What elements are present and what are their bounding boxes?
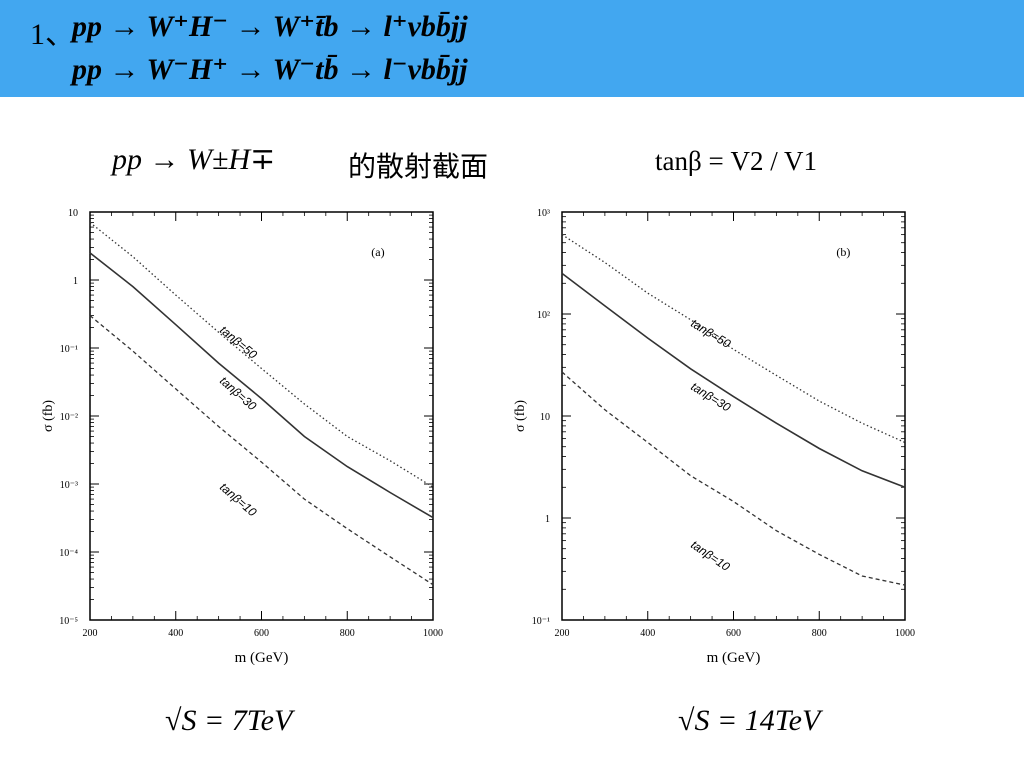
process-formula: pp → W±H∓ bbox=[112, 143, 276, 176]
x-axis-label: m (GeV) bbox=[235, 650, 289, 666]
series-line-tan10 bbox=[561, 371, 906, 586]
series-line-tan50 bbox=[561, 234, 906, 444]
series-label: tanβ=10 bbox=[688, 538, 732, 574]
y-tick-label: 10⁻² bbox=[60, 412, 78, 423]
energy-left: √S = 7TeV bbox=[165, 704, 292, 738]
x-tick-label: 400 bbox=[640, 628, 655, 639]
y-tick-label: 1 bbox=[545, 514, 550, 525]
y-tick-label: 10 bbox=[540, 412, 550, 423]
series-line-tan30 bbox=[89, 252, 434, 519]
x-tick-label: 600 bbox=[254, 628, 269, 639]
energy-left-text: √S = 7TeV bbox=[165, 704, 293, 737]
item-number: 1、 bbox=[30, 18, 75, 51]
x-axis-label: m (GeV) bbox=[707, 650, 761, 666]
cross-section-caption: 的散射截面 bbox=[348, 150, 489, 183]
y-tick-label: 10⁻³ bbox=[60, 480, 78, 491]
energy-right: √S = 14TeV bbox=[678, 704, 820, 738]
y-axis-label: σ (fb) bbox=[513, 400, 528, 432]
tan-beta-definition: tanβ = V2 / V1 bbox=[655, 146, 817, 177]
y-tick-label: 10 bbox=[68, 208, 78, 219]
series-label: tanβ=10 bbox=[217, 480, 260, 519]
series-line-tan50 bbox=[89, 221, 434, 488]
y-tick-label: 10⁻⁴ bbox=[59, 548, 78, 559]
process-line-2-text: pp → W⁻H⁺ → W⁻tb̄ → l⁻νbb̄jj bbox=[72, 53, 468, 86]
y-tick-label: 10⁻¹ bbox=[60, 344, 78, 355]
y-tick-label: 10² bbox=[537, 310, 550, 321]
x-tick-label: 200 bbox=[555, 628, 570, 639]
series-label: tanβ=50 bbox=[217, 323, 260, 362]
plot-a: 10 1 10⁻¹ 10⁻² 10⁻³ 10⁻⁴ 10⁻⁵ 200 400 600 800 1000 m… bbox=[36, 200, 446, 670]
series-label: tanβ=50 bbox=[688, 316, 733, 351]
x-tick-label: 1000 bbox=[895, 628, 915, 639]
tan-beta-text: tanβ = V2 / V1 bbox=[655, 146, 817, 176]
y-tick-label: 10³ bbox=[537, 208, 550, 219]
panel-label: (b) bbox=[836, 245, 850, 259]
x-tick-label: 600 bbox=[726, 628, 741, 639]
panel-label: (a) bbox=[371, 245, 384, 259]
x-tick-label: 800 bbox=[340, 628, 355, 639]
x-tick-label: 200 bbox=[83, 628, 98, 639]
y-tick-label: 1 bbox=[73, 276, 78, 287]
plot-frame bbox=[89, 211, 434, 621]
y-tick-label: 10⁻⁵ bbox=[59, 616, 78, 627]
title-banner: 1、 pp → W⁺H⁻ → W⁺t̄b → l⁺νbb̄jj pp → W⁻H… bbox=[0, 0, 1024, 97]
y-tick-label: 10⁻¹ bbox=[532, 616, 550, 627]
process-caption: pp → W±H∓ bbox=[112, 142, 275, 177]
series-line-tan30 bbox=[561, 272, 906, 489]
process-line-1: pp → W⁺H⁻ → W⁺t̄b → l⁺νbb̄jj bbox=[72, 9, 468, 44]
y-axis-label: σ (fb) bbox=[41, 400, 56, 432]
series-line-tan10 bbox=[89, 315, 434, 586]
plot-b: 10³ 10² 10 1 10⁻¹ 200 400 600 800 1000 m (GeV) σ (f… bbox=[508, 200, 918, 670]
process-line-2: pp → W⁻H⁺ → W⁻tb̄ → l⁻νbb̄jj bbox=[72, 52, 468, 87]
energy-right-text: √S = 14TeV bbox=[678, 704, 821, 737]
process-line-1-text: pp → W⁺H⁻ → W⁺t̄b → l⁺νbb̄jj bbox=[72, 10, 468, 43]
series-label: tanβ=30 bbox=[688, 379, 733, 414]
x-tick-label: 800 bbox=[812, 628, 827, 639]
x-tick-label: 400 bbox=[168, 628, 183, 639]
plot-a-canvas: 10 1 10⁻¹ 10⁻² 10⁻³ 10⁻⁴ 10⁻⁵ 200 400 600 800 1000 m… bbox=[41, 208, 443, 666]
x-tick-label: 1000 bbox=[423, 628, 443, 639]
plot-frame bbox=[561, 211, 906, 621]
plot-b-canvas: 10³ 10² 10 1 10⁻¹ 200 400 600 800 1000 m (GeV) σ (f… bbox=[513, 208, 915, 666]
